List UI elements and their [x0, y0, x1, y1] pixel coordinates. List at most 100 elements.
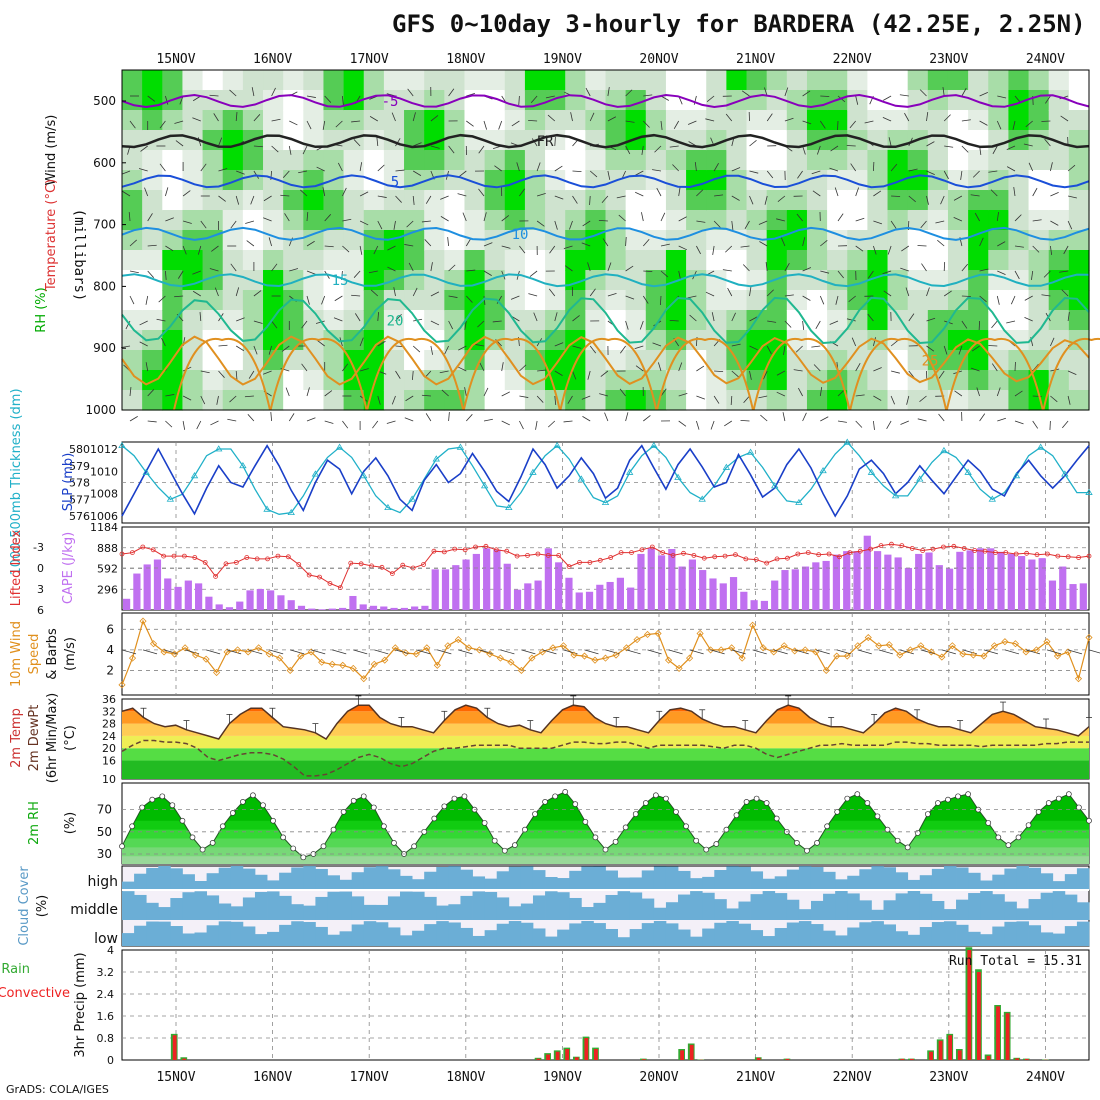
wind-barb [705, 291, 715, 297]
temp-axis-label-4: (°C) [63, 725, 78, 751]
rh-cell [766, 330, 788, 351]
rh-cell [786, 290, 808, 311]
rh-cell [726, 90, 748, 111]
lifted-index-marker [660, 550, 666, 555]
rh-cell [464, 110, 486, 131]
cloud-bar-high [629, 877, 643, 890]
cloud-bar-high [545, 876, 558, 890]
wind-barb [1050, 162, 1053, 172]
wind-barb [625, 89, 633, 97]
wind-speed-marker [801, 646, 809, 654]
wind-barb [536, 220, 545, 227]
rh-cell [545, 250, 566, 271]
wind-barb [324, 214, 332, 222]
wind-tick: 2 [106, 663, 114, 677]
cloud-bar-middle [907, 891, 921, 920]
rh-cell [404, 70, 425, 91]
rh-cell [1068, 110, 1090, 131]
lifted-index-marker [639, 547, 645, 553]
pressure-tick: 500 [93, 94, 116, 108]
thickness-marker [650, 441, 658, 449]
cloud-bar-high [919, 875, 933, 890]
surface-wind-barb [647, 649, 662, 655]
wind-barb [1014, 214, 1022, 222]
rh-cell [162, 130, 184, 151]
rh-cell [524, 170, 546, 191]
surface-wind-barb [521, 649, 536, 655]
rh-cell [1028, 310, 1050, 331]
precip-tick: 4 [107, 944, 114, 957]
wind-barb [483, 387, 489, 397]
wind-barb [802, 412, 807, 422]
wind-barb [696, 420, 700, 430]
wind-barb [373, 245, 379, 255]
rh-cell [202, 250, 224, 271]
rh-cell [182, 70, 204, 91]
wind-barb [569, 220, 573, 230]
rh-cell [1008, 110, 1030, 131]
rh-marker [904, 844, 911, 851]
wind-barb [359, 191, 369, 197]
rh-cell [665, 310, 687, 331]
rh-cell [404, 210, 425, 231]
cloud-bar-high [738, 866, 751, 890]
wind-barb [359, 162, 363, 172]
wind-barb [209, 268, 219, 272]
cloud-bar-high [653, 866, 667, 890]
wind-barb [713, 395, 720, 404]
rh-cell [464, 150, 486, 171]
rh-cell [444, 150, 466, 171]
rh-marker [119, 843, 125, 850]
wind-barb [730, 395, 733, 406]
wind-barb [619, 388, 626, 397]
rh-cell [565, 310, 586, 331]
rh-cell [947, 210, 969, 231]
thickness-tick: 578 [69, 477, 90, 490]
wind-barb [563, 420, 573, 423]
rh-cell [645, 210, 667, 231]
wind-barb [377, 311, 379, 322]
rh-cell [1008, 190, 1030, 211]
wind-barb [882, 270, 892, 275]
rh-cell [847, 270, 868, 291]
wind-speed-marker [118, 681, 126, 689]
surface-wind-barb [752, 649, 767, 655]
wind-speed-marker [749, 621, 757, 629]
cape-bar [729, 577, 738, 610]
cloud-bar-high [158, 866, 171, 890]
cape-bar [616, 577, 624, 610]
rh-cell [947, 150, 969, 171]
cape-bar [884, 554, 892, 610]
rh-cell [122, 390, 143, 411]
rh-cell [947, 90, 969, 111]
rh-cell [947, 290, 969, 311]
rh-cell [182, 370, 204, 391]
lifted-index-marker [972, 548, 978, 553]
rh-cell [464, 270, 486, 291]
wind-barb [835, 295, 839, 305]
rh-cell [303, 90, 325, 111]
wind-barb [165, 245, 174, 252]
rh-cell [786, 90, 808, 111]
wind-barb [749, 287, 752, 297]
wind-barb [268, 237, 272, 247]
wind-speed-marker [906, 646, 914, 654]
rh-cell [867, 390, 889, 411]
wind-speed-marker [686, 654, 694, 662]
lifted-index-marker [982, 548, 988, 554]
rh-cell [625, 170, 647, 191]
rh-marker [522, 826, 528, 833]
rh-cell [1028, 90, 1050, 111]
rh-marker [542, 799, 548, 805]
temp-contour-label: FR [537, 134, 554, 150]
cloud-bar-low [484, 930, 498, 946]
rh-cell [726, 330, 748, 351]
rh-cell [504, 210, 526, 231]
wind-barb [1067, 312, 1070, 322]
wind-barb [271, 320, 278, 329]
wind-barb [554, 220, 558, 230]
wind-barb [182, 190, 191, 197]
rh-cell [766, 210, 788, 231]
rh-cell [222, 370, 244, 391]
wind-barb [139, 341, 148, 347]
